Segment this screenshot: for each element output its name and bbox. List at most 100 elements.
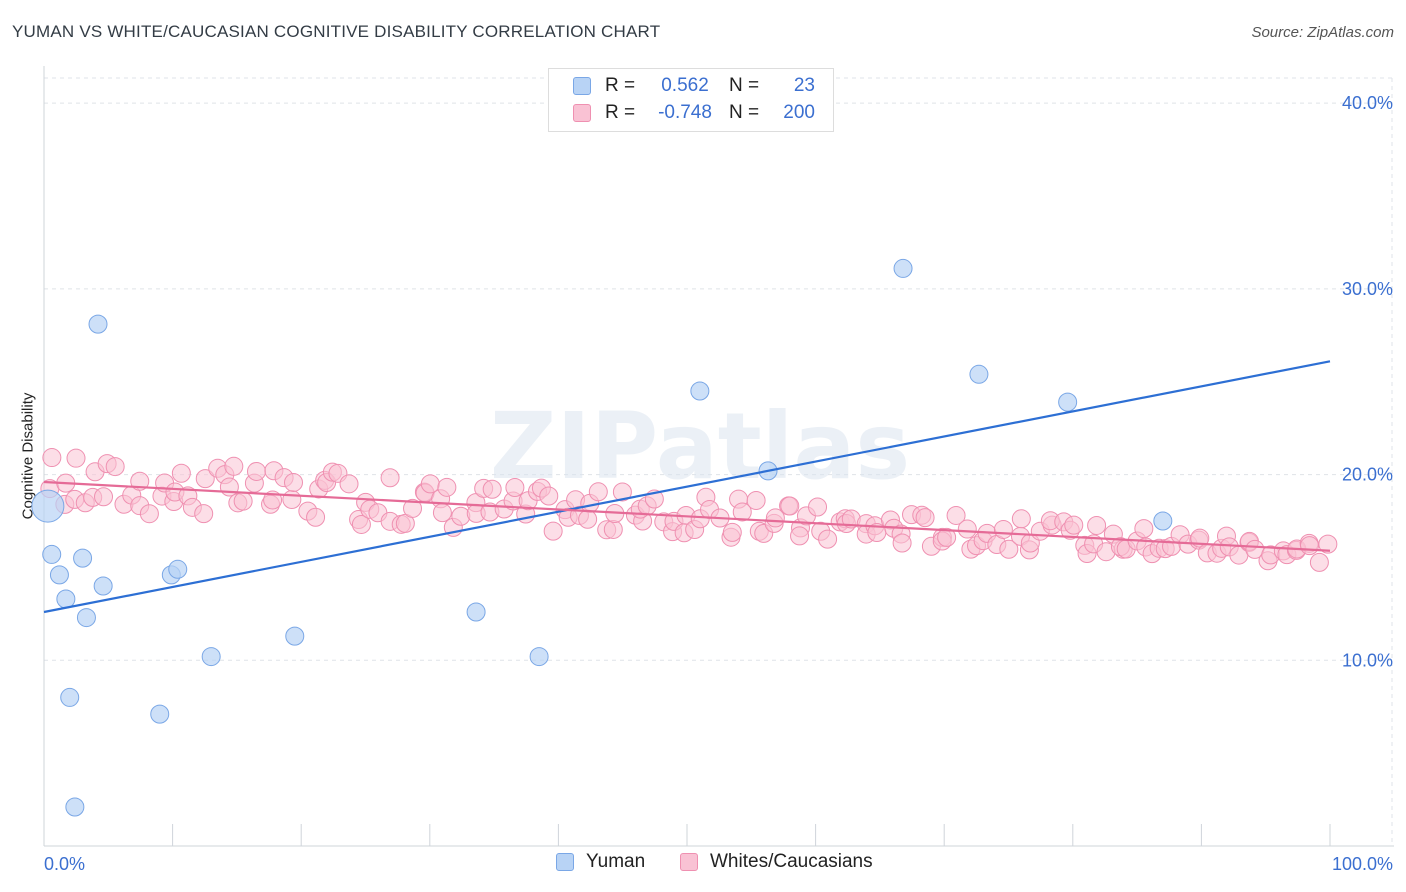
yuman-points	[31, 258, 1173, 817]
yuman-point-0	[31, 489, 65, 523]
whites-swatch	[680, 853, 698, 871]
n-label: N =	[729, 102, 760, 123]
whites-point	[339, 474, 359, 494]
whites-point	[105, 457, 125, 477]
yuman-point-10	[150, 704, 170, 724]
yuman-point-5	[65, 797, 85, 817]
whites-point	[195, 469, 215, 489]
whites-point	[588, 482, 608, 502]
legend-row-whites: R = -0.748 N = 200	[573, 101, 815, 125]
correlation-legend: R = 0.562 N = 23 R = -0.748 N = 200	[548, 68, 834, 132]
whites-point	[578, 509, 598, 529]
watermark: ZIPatlas	[490, 393, 910, 500]
whites-point	[999, 539, 1019, 559]
whites-point	[246, 461, 266, 481]
legend-item-yuman: Yuman	[556, 851, 645, 873]
whites-point	[224, 456, 244, 476]
y-tick-label-2: 30.0%	[1342, 279, 1393, 299]
whites-point	[451, 506, 471, 526]
whites-point	[1134, 519, 1154, 539]
whites-point	[505, 477, 525, 497]
whites-point	[765, 508, 785, 528]
yuman-point-12	[168, 559, 188, 579]
yuman-point-22	[1153, 511, 1173, 531]
yuman-trend-line	[43, 360, 1331, 614]
whites-point	[946, 505, 966, 525]
yuman-point-15	[466, 602, 486, 622]
whites-point	[482, 479, 502, 499]
whites-point	[284, 472, 304, 492]
whites-point	[380, 468, 400, 488]
y-tick-label-3: 40.0%	[1342, 93, 1393, 113]
yuman-point-17	[690, 381, 710, 401]
yuman-point-8	[88, 314, 108, 334]
chart-title: YUMAN VS WHITE/CAUCASIAN COGNITIVE DISAB…	[12, 22, 661, 41]
yuman-point-4	[60, 687, 80, 707]
source-label: Source: ZipAtlas.com	[1251, 24, 1394, 41]
legend-item-whites: Whites/Caucasians	[680, 851, 873, 873]
whites-trend-line	[43, 480, 1331, 552]
n-value: 200	[783, 102, 815, 123]
whites-point	[1309, 552, 1329, 572]
whites-point	[432, 503, 452, 523]
whites-point	[1300, 536, 1320, 556]
whites-point	[94, 487, 114, 507]
whites-point	[306, 507, 326, 527]
y-tick-label-0: 10.0%	[1342, 650, 1393, 670]
yuman-point-16	[529, 647, 549, 667]
yuman-point-14	[285, 626, 305, 646]
whites-point	[957, 519, 977, 539]
yuman-point-6	[73, 548, 93, 568]
legend-label-whites: Whites/Caucasians	[710, 851, 873, 872]
whites-point	[420, 474, 440, 494]
whites-point	[403, 498, 423, 518]
r-value: 0.562	[661, 75, 709, 96]
axis-layer	[43, 66, 1394, 847]
whites-point	[282, 490, 302, 510]
yuman-point-1	[42, 544, 62, 564]
x-tick-label-min: 0.0%	[44, 854, 85, 874]
yuman-point-9	[93, 576, 113, 596]
whites-point	[437, 477, 457, 497]
r-value: -0.748	[658, 102, 712, 123]
trend-lines	[43, 360, 1331, 614]
yuman-point-21	[1058, 392, 1078, 412]
whites-point	[351, 514, 371, 534]
whites-point	[818, 529, 838, 549]
n-value: 23	[793, 75, 815, 96]
yuman-swatch	[556, 853, 574, 871]
whites-point	[915, 508, 935, 528]
whites-point	[130, 471, 150, 491]
tick-labels: 10.0% 20.0% 30.0% 40.0% 0.0% 100.0%	[44, 93, 1393, 874]
r-label: R =	[605, 102, 636, 123]
whites-point	[1087, 515, 1107, 535]
series-legend: Yuman Whites/Caucasians	[0, 851, 1406, 877]
whites-point	[746, 490, 766, 510]
yuman-point-13	[201, 647, 221, 667]
yuman-point-19	[893, 258, 913, 278]
whites-point	[780, 496, 800, 516]
whites-point	[790, 526, 810, 546]
yuman-point-2	[49, 565, 69, 585]
legend-label-yuman: Yuman	[586, 851, 646, 872]
yuman-swatch	[573, 77, 591, 95]
x-tick-label-max: 100.0%	[1332, 854, 1393, 874]
n-label: N =	[729, 75, 760, 96]
whites-point	[1318, 534, 1338, 554]
yuman-point-20	[969, 364, 989, 384]
whites-point	[543, 521, 563, 541]
y-tick-label-1: 20.0%	[1342, 465, 1393, 485]
yuman-point-7	[76, 608, 96, 628]
whites-point	[171, 463, 191, 483]
whites-point	[808, 497, 828, 517]
yuman-point-3	[56, 589, 76, 609]
whites-point	[612, 482, 632, 502]
whites-swatch	[573, 104, 591, 122]
whites-point	[892, 533, 912, 553]
whites-point	[194, 504, 214, 524]
whites-point	[722, 522, 742, 542]
legend-row-yuman: R = 0.562 N = 23	[573, 74, 815, 98]
whites-point	[603, 519, 623, 539]
whites-point	[1064, 515, 1084, 535]
